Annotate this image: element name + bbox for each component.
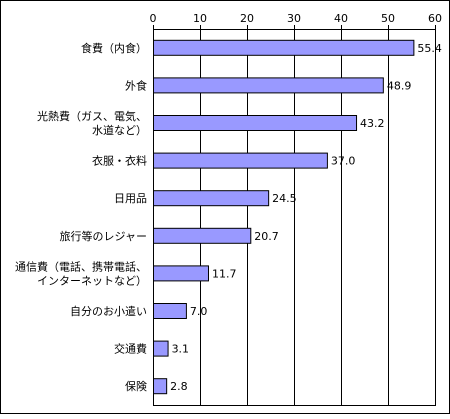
bars (153, 39, 415, 395)
plot-area-frame (153, 29, 436, 406)
value-labels: 55.4 48.9 43.2 37.0 24.5 20.7 11.7 7.0 3.1 2.8 (170, 42, 442, 393)
x-tick-label: 10 (193, 12, 207, 25)
bar (153, 340, 169, 357)
bar (153, 152, 328, 169)
bar (153, 115, 358, 131)
x-tick-label: 40 (334, 12, 348, 25)
x-tick-label: 50 (381, 12, 395, 25)
category-label: 旅行等のレジャー (60, 229, 147, 243)
category-label: 光熱費（ガス、電気、 (37, 109, 147, 123)
bar (153, 77, 384, 94)
bar (153, 190, 270, 207)
category-label: インターネットなど） (37, 274, 147, 287)
x-tick-label: 60 (428, 12, 442, 25)
category-label: 自分のお小遣い (70, 304, 147, 318)
bar (153, 303, 187, 319)
bar (153, 265, 209, 282)
bar (153, 39, 415, 56)
data-label: 43.2 (360, 117, 385, 130)
category-label: 保険 (125, 379, 147, 393)
category-label: 交通費 (114, 342, 147, 356)
category-label: 日用品 (114, 192, 147, 205)
data-label: 24.5 (272, 192, 297, 205)
data-label: 11.7 (212, 267, 237, 280)
category-label: 食費（内食） (81, 41, 147, 55)
data-label: 48.9 (387, 79, 412, 92)
data-label: 55.4 (417, 42, 442, 55)
data-label: 37.0 (331, 155, 356, 168)
category-label: 衣服・衣料 (92, 154, 147, 168)
data-label: 20.7 (254, 230, 278, 243)
category-label: 外食 (125, 78, 147, 92)
x-tick-label: 0 (150, 12, 157, 25)
category-label: 通信費（電話、携帯電話、 (15, 259, 147, 273)
x-axis-ticks: 0 10 20 30 40 50 60 (150, 12, 442, 29)
x-tick-label: 30 (287, 12, 301, 25)
bar (153, 378, 168, 395)
bar (153, 227, 252, 244)
data-label: 7.0 (190, 305, 208, 318)
x-tick-label: 20 (240, 12, 254, 25)
data-label: 3.1 (172, 343, 190, 356)
data-label: 2.8 (170, 380, 188, 393)
category-label: 水道など） (92, 123, 147, 137)
